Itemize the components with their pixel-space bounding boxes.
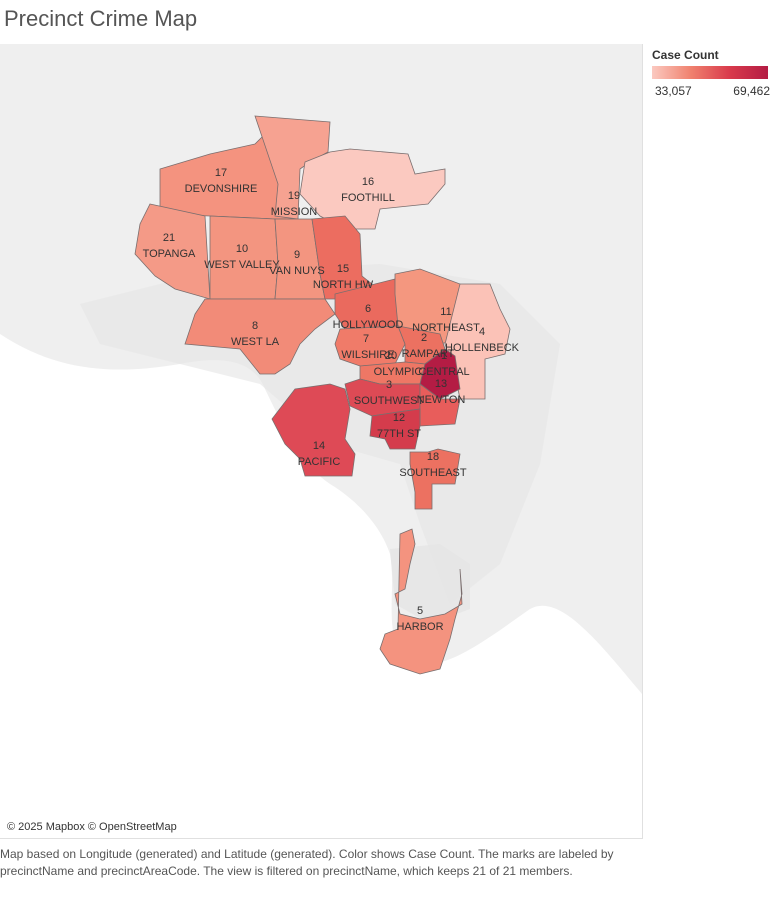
label-code-17: 17: [215, 167, 227, 179]
label-name-6: HOLLYWOOD: [333, 319, 404, 331]
map-view[interactable]: 17 DEVONSHIRE 19 MISSION 16 FOOTHILL 21 …: [0, 44, 643, 839]
label-name-10: WEST VALLEY: [204, 259, 280, 271]
legend-title: Case Count: [652, 48, 719, 62]
label-code-1: 1: [441, 350, 447, 362]
label-name-14: PACIFIC: [298, 456, 341, 468]
label-code-7: 7: [363, 333, 369, 345]
legend-min-value: 33,057: [655, 84, 692, 98]
label-code-14: 14: [313, 440, 325, 452]
label-code-6: 6: [365, 303, 371, 315]
label-name-15: NORTH HW: [313, 279, 374, 291]
map-caption: Map based on Longitude (generated) and L…: [0, 847, 614, 878]
legend-gradient-bar: [652, 66, 768, 79]
label-code-15: 15: [337, 263, 349, 275]
label-code-5: 5: [417, 605, 423, 617]
label-name-17: DEVONSHIRE: [185, 183, 258, 195]
label-code-18: 18: [427, 451, 439, 463]
label-name-19: MISSION: [271, 206, 318, 218]
label-name-5: HARBOR: [396, 621, 443, 633]
precinct-west-valley[interactable]: [209, 215, 279, 300]
label-name-12: 77TH ST: [377, 428, 421, 440]
precinct-west-la[interactable]: [184, 298, 336, 375]
precinct-topanga[interactable]: [134, 203, 211, 300]
label-name-4: HOLLENBECK: [445, 342, 520, 354]
ocean: [0, 334, 642, 838]
label-code-16: 16: [362, 176, 374, 188]
label-name-1: CENTRAL: [418, 366, 469, 378]
map-attribution[interactable]: © 2025 Mapbox © OpenStreetMap: [5, 820, 179, 834]
label-name-7: WILSHIRE: [341, 349, 394, 361]
label-name-2: RAMPART: [402, 348, 455, 360]
precinct-north-hw[interactable]: [311, 215, 373, 300]
label-code-3: 3: [386, 379, 392, 391]
precinct-77th-st[interactable]: [369, 408, 421, 450]
label-name-9: VAN NUYS: [269, 265, 324, 277]
label-code-10: 10: [236, 243, 248, 255]
map-canvas[interactable]: 17 DEVONSHIRE 19 MISSION 16 FOOTHILL 21 …: [0, 44, 642, 838]
precinct-harbor[interactable]: [379, 528, 463, 675]
color-legend: Case Count 33,057 69,462: [652, 48, 772, 98]
precinct-southeast[interactable]: [409, 448, 461, 510]
label-code-20: 20: [385, 350, 397, 362]
label-name-21: TOPANGA: [143, 248, 196, 260]
label-code-13: 13: [435, 378, 447, 390]
label-code-12: 12: [393, 412, 405, 424]
precinct-labels: 17 DEVONSHIRE 19 MISSION 16 FOOTHILL 21 …: [143, 167, 520, 633]
label-code-2: 2: [421, 332, 427, 344]
precinct-mission[interactable]: [254, 115, 331, 220]
label-name-13: NEWTON: [417, 394, 466, 406]
label-name-18: SOUTHEAST: [399, 467, 467, 479]
precinct-pacific[interactable]: [271, 383, 356, 477]
label-code-8: 8: [252, 320, 258, 332]
label-name-8: WEST LA: [231, 336, 280, 348]
label-code-11: 11: [440, 306, 451, 318]
label-name-20: OLYMPIC: [374, 366, 423, 378]
precinct-layer: [134, 115, 511, 675]
label-code-21: 21: [163, 232, 175, 244]
label-code-9: 9: [294, 249, 300, 261]
label-name-11: NORTHEAST: [412, 322, 480, 334]
label-code-4: 4: [479, 326, 485, 338]
label-code-19: 19: [288, 190, 300, 202]
label-name-16: FOOTHILL: [341, 192, 395, 204]
legend-max-value: 69,462: [733, 84, 770, 98]
label-name-3: SOUTHWEST: [354, 395, 425, 407]
page-title: Precinct Crime Map: [4, 6, 198, 31]
